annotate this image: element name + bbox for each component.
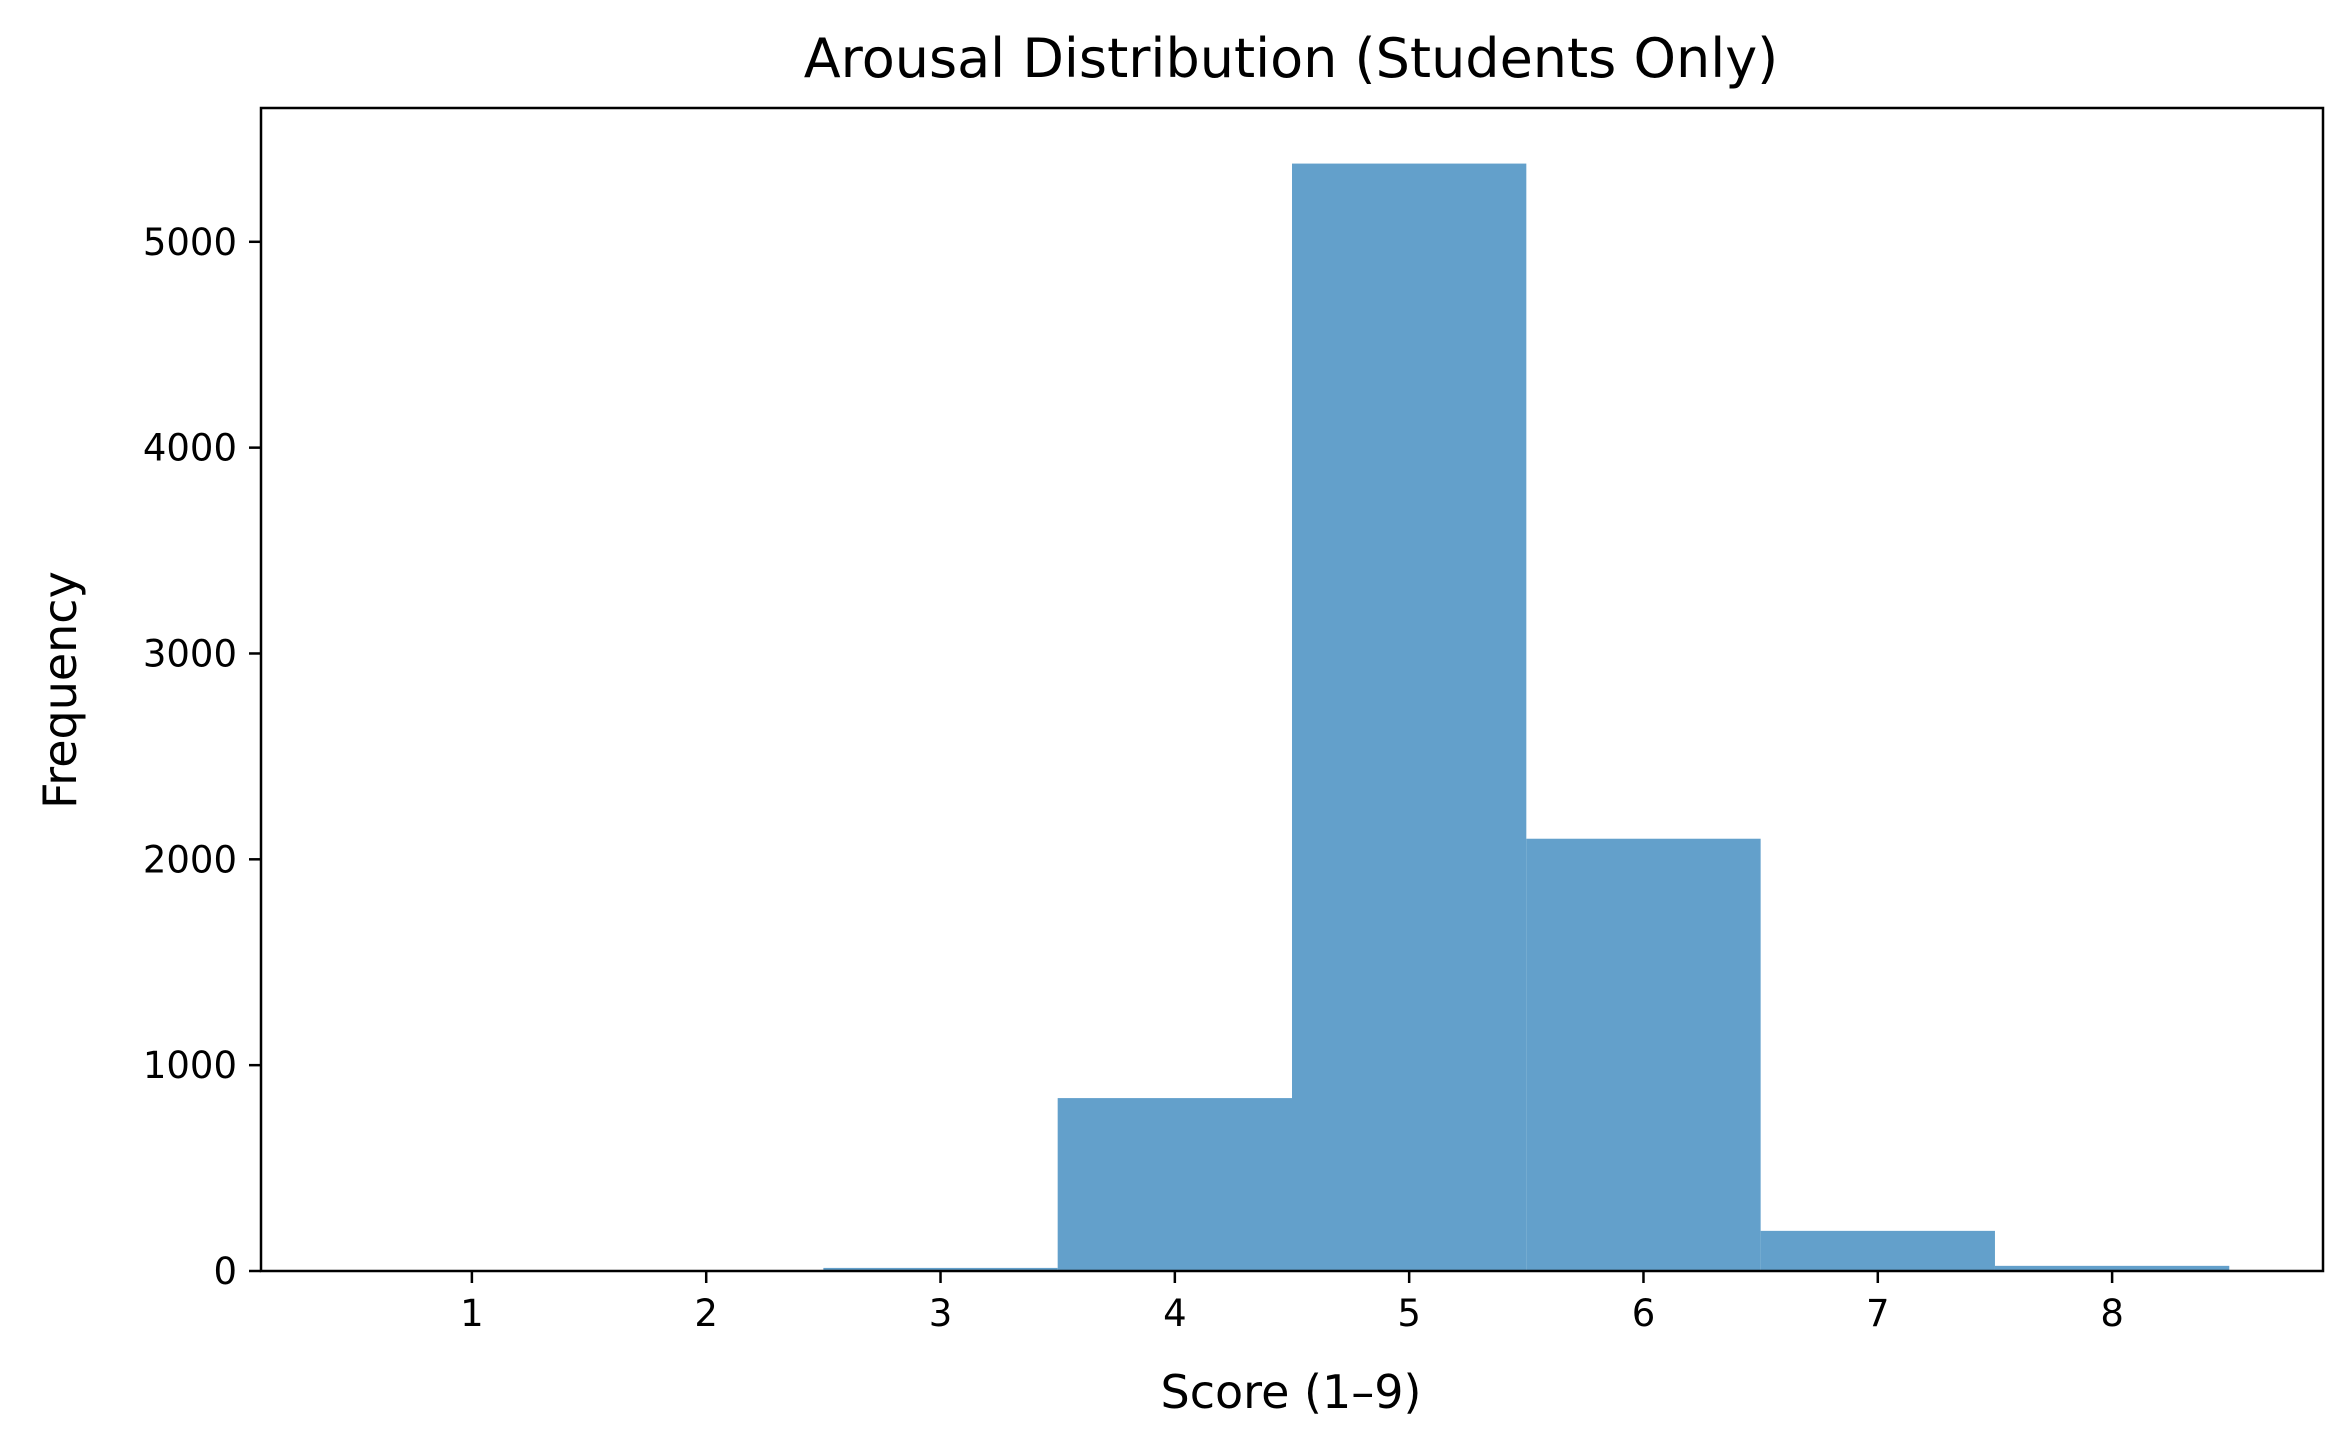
histogram-bar (823, 1267, 1058, 1271)
y-tick-label: 1000 (143, 1044, 237, 1087)
x-axis-label: Score (1–9) (1161, 1365, 1422, 1419)
y-tick-label: 2000 (143, 838, 237, 881)
x-tick-label: 5 (1397, 1292, 1421, 1335)
y-axis-label: Frequency (33, 571, 87, 809)
x-tick-label: 6 (1632, 1292, 1656, 1335)
x-tick-label: 2 (694, 1292, 718, 1335)
bars-layer (823, 163, 2230, 1272)
histogram-bar (1760, 1230, 1995, 1271)
histogram-bar (1292, 163, 1527, 1272)
histogram-bar (1994, 1265, 2230, 1271)
x-tick-label: 3 (929, 1292, 953, 1335)
y-tick-label: 5000 (143, 221, 237, 264)
x-tick-label: 7 (1866, 1292, 1890, 1335)
y-axis-ticks: 0 1000 2000 3000 4000 5000 (143, 221, 261, 1293)
plot-frame (259, 106, 2325, 1273)
chart-title: Arousal Distribution (Students Only) (804, 27, 1779, 90)
y-tick-label: 0 (213, 1250, 237, 1293)
x-axis-ticks: 1 2 3 4 5 6 7 8 (460, 1271, 2124, 1335)
x-tick-label: 8 (2100, 1292, 2124, 1335)
histogram-bar (1057, 1098, 1292, 1271)
histogram-bar (1526, 838, 1761, 1271)
y-tick-label: 4000 (143, 427, 237, 470)
x-tick-label: 1 (460, 1292, 484, 1335)
y-tick-label: 3000 (143, 632, 237, 675)
x-tick-label: 4 (1163, 1292, 1187, 1335)
